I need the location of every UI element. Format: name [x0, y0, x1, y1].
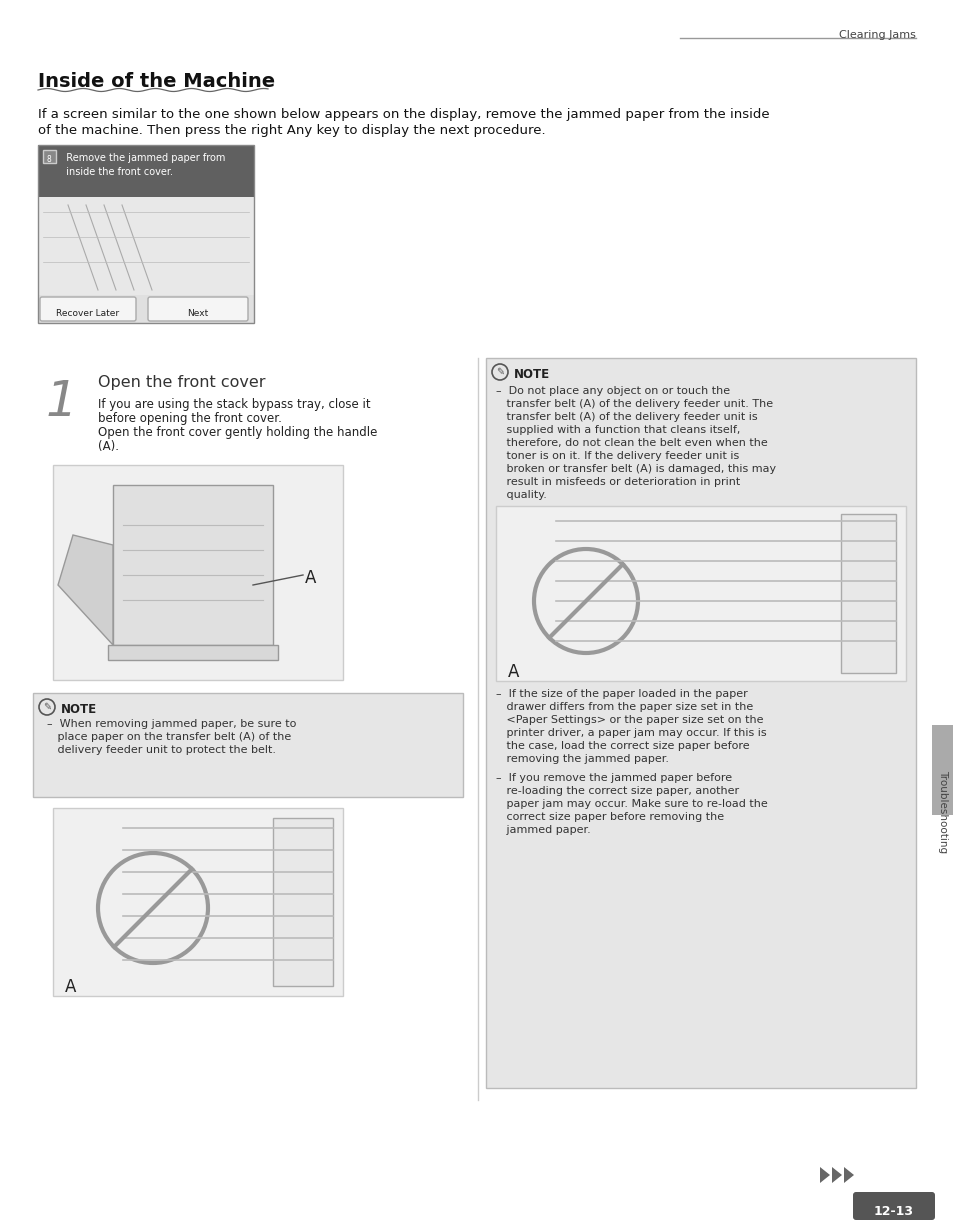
Text: therefore, do not clean the belt even when the: therefore, do not clean the belt even wh…	[496, 438, 767, 448]
Bar	[485, 358, 915, 1088]
Text: Next: Next	[187, 309, 209, 318]
Text: before opening the front cover.: before opening the front cover.	[98, 412, 281, 425]
Text: –  If the size of the paper loaded in the paper: – If the size of the paper loaded in the…	[496, 690, 747, 699]
Polygon shape	[843, 1167, 853, 1183]
Text: A: A	[507, 663, 518, 681]
Text: A: A	[305, 569, 316, 587]
Text: the case, load the correct size paper before: the case, load the correct size paper be…	[496, 741, 749, 751]
Text: Open the front cover gently holding the handle: Open the front cover gently holding the …	[98, 426, 377, 439]
Text: supplied with a function that cleans itself,: supplied with a function that cleans its…	[496, 425, 740, 436]
Text: result in misfeeds or deterioration in print: result in misfeeds or deterioration in p…	[496, 477, 740, 487]
Text: (A).: (A).	[98, 440, 119, 453]
Text: correct size paper before removing the: correct size paper before removing the	[496, 812, 723, 822]
Text: –  Do not place any object on or touch the: – Do not place any object on or touch th…	[496, 387, 729, 396]
Text: Recover Later: Recover Later	[56, 309, 119, 318]
Text: A: A	[65, 978, 76, 996]
Text: removing the jammed paper.: removing the jammed paper.	[496, 755, 668, 764]
Text: place paper on the transfer belt (A) of the: place paper on the transfer belt (A) of …	[47, 733, 291, 742]
Bar	[33, 693, 462, 798]
Text: quality.: quality.	[496, 490, 546, 499]
Text: of the machine. Then press the right Any key to display the next procedure.: of the machine. Then press the right Any…	[38, 124, 545, 137]
Text: transfer belt (A) of the delivery feeder unit. The: transfer belt (A) of the delivery feeder…	[496, 399, 772, 409]
FancyBboxPatch shape	[148, 297, 248, 321]
FancyBboxPatch shape	[852, 1191, 934, 1220]
Text: NOTE: NOTE	[514, 368, 550, 382]
Text: delivery feeder unit to protect the belt.: delivery feeder unit to protect the belt…	[47, 745, 275, 755]
Text: Inside of the Machine: Inside of the Machine	[38, 72, 274, 91]
Text: If you are using the stack bypass tray, close it: If you are using the stack bypass tray, …	[98, 398, 370, 411]
Bar	[43, 150, 56, 163]
Text: toner is on it. If the delivery feeder unit is: toner is on it. If the delivery feeder u…	[496, 452, 739, 461]
Text: 1: 1	[46, 378, 78, 426]
Text: jammed paper.: jammed paper.	[496, 825, 590, 836]
Bar	[38, 198, 253, 294]
Text: broken or transfer belt (A) is damaged, this may: broken or transfer belt (A) is damaged, …	[496, 464, 776, 474]
Text: Troubleshooting: Troubleshooting	[937, 771, 947, 853]
Text: 12-13: 12-13	[873, 1205, 913, 1218]
Text: Clearing Jams: Clearing Jams	[839, 29, 915, 40]
Bar	[53, 809, 343, 996]
Bar	[38, 145, 253, 198]
Text: 8: 8	[47, 155, 51, 164]
Text: printer driver, a paper jam may occur. If this is: printer driver, a paper jam may occur. I…	[496, 728, 766, 737]
Text: inside the front cover.: inside the front cover.	[60, 167, 172, 177]
Text: paper jam may occur. Make sure to re-load the: paper jam may occur. Make sure to re-loa…	[496, 799, 767, 809]
Text: –  If you remove the jammed paper before: – If you remove the jammed paper before	[496, 773, 731, 783]
Bar	[841, 514, 895, 672]
FancyBboxPatch shape	[40, 297, 136, 321]
Bar	[112, 485, 273, 645]
Text: ✎: ✎	[43, 702, 51, 712]
Polygon shape	[831, 1167, 841, 1183]
Polygon shape	[58, 535, 112, 645]
Bar	[108, 645, 277, 660]
Bar	[496, 506, 905, 681]
Text: NOTE: NOTE	[61, 703, 97, 717]
Bar	[38, 294, 253, 323]
Bar	[273, 818, 333, 987]
Bar	[38, 145, 253, 323]
Text: transfer belt (A) of the delivery feeder unit is: transfer belt (A) of the delivery feeder…	[496, 412, 757, 422]
Bar	[931, 725, 953, 815]
Text: If a screen similar to the one shown below appears on the display, remove the ja: If a screen similar to the one shown bel…	[38, 108, 769, 121]
Text: –  When removing jammed paper, be sure to: – When removing jammed paper, be sure to	[47, 719, 296, 729]
Text: Remove the jammed paper from: Remove the jammed paper from	[60, 153, 225, 163]
Bar	[53, 465, 343, 680]
Text: re-loading the correct size paper, another: re-loading the correct size paper, anoth…	[496, 787, 739, 796]
Text: Open the front cover: Open the front cover	[98, 375, 265, 390]
Text: ✎: ✎	[496, 367, 503, 377]
Polygon shape	[820, 1167, 829, 1183]
Text: <Paper Settings> or the paper size set on the: <Paper Settings> or the paper size set o…	[496, 715, 762, 725]
Text: drawer differs from the paper size set in the: drawer differs from the paper size set i…	[496, 702, 753, 712]
